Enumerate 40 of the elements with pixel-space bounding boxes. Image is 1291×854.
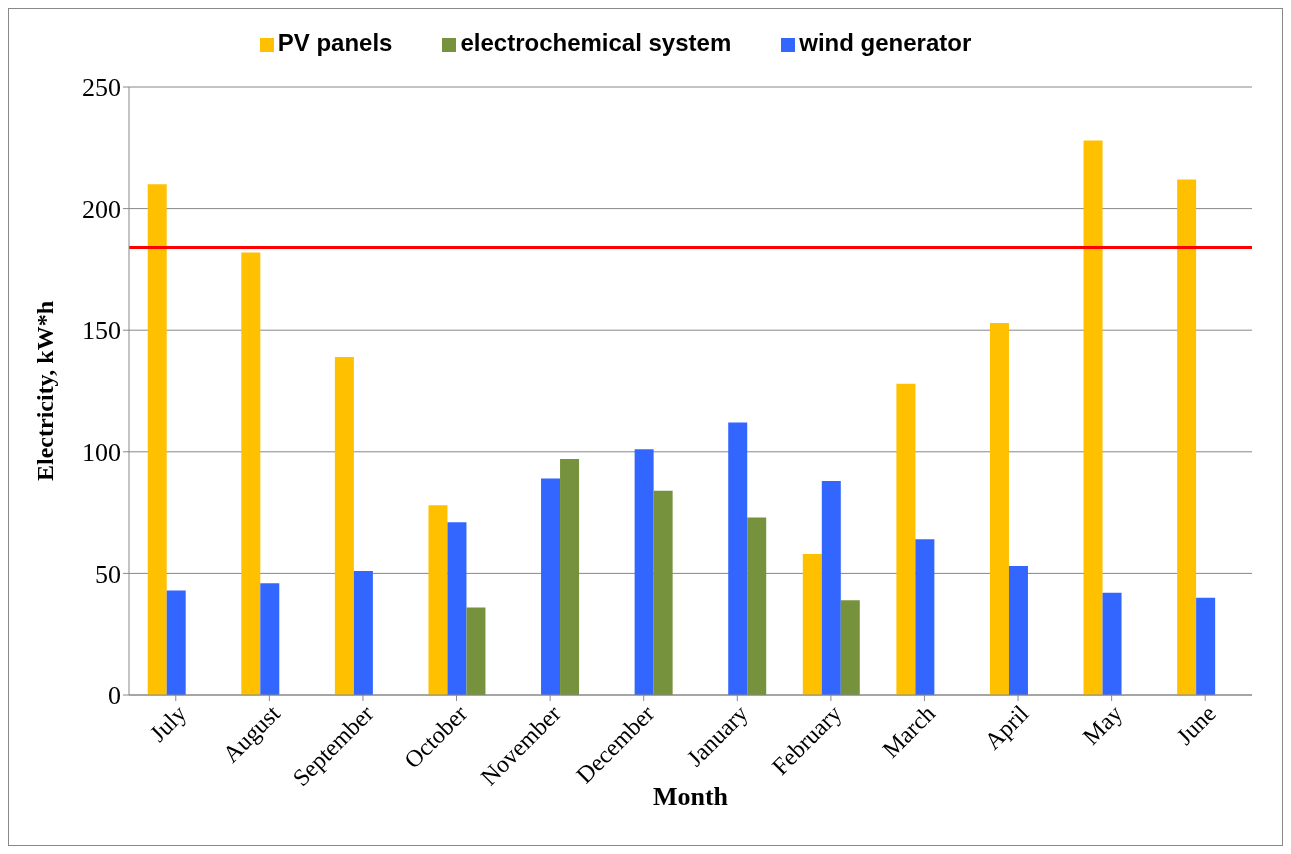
bar [241, 252, 261, 695]
bar [447, 522, 467, 695]
bar [989, 322, 1009, 695]
bar [653, 490, 673, 695]
bar [560, 459, 580, 695]
legend-label: PV panels [277, 29, 393, 56]
bar [634, 449, 654, 695]
y-tick-label: 0 [108, 681, 121, 711]
bar [802, 553, 822, 695]
bar [260, 583, 280, 695]
bar [334, 356, 354, 695]
bar [166, 590, 186, 695]
bar [353, 570, 373, 695]
legend-label: electrochemical system [460, 29, 732, 56]
legend-label: wind generator [799, 29, 972, 56]
bar [428, 505, 448, 695]
bar [1196, 597, 1216, 695]
x-tick-label: June [1171, 700, 1221, 750]
bar [915, 539, 935, 695]
bar [1177, 179, 1197, 695]
bar [896, 383, 916, 695]
bar [541, 478, 561, 695]
bar [821, 480, 841, 695]
bar [728, 422, 748, 695]
bar [466, 607, 486, 695]
y-tick-label: 200 [82, 194, 121, 224]
x-tick-label: July [144, 700, 192, 747]
bar [747, 517, 767, 695]
y-tick-label: 100 [82, 438, 121, 468]
bar [1083, 140, 1103, 695]
bar [147, 184, 167, 695]
y-axis-title: Electricity, kW*h [31, 301, 58, 481]
y-tick-label: 150 [82, 316, 121, 346]
y-tick-label: 50 [95, 559, 121, 589]
x-axis-title: Month [652, 782, 729, 811]
bar [840, 600, 860, 695]
bar [1102, 592, 1122, 695]
x-tick-label: May [1077, 700, 1128, 750]
y-tick-label: 250 [82, 73, 121, 103]
bar [1008, 566, 1028, 695]
